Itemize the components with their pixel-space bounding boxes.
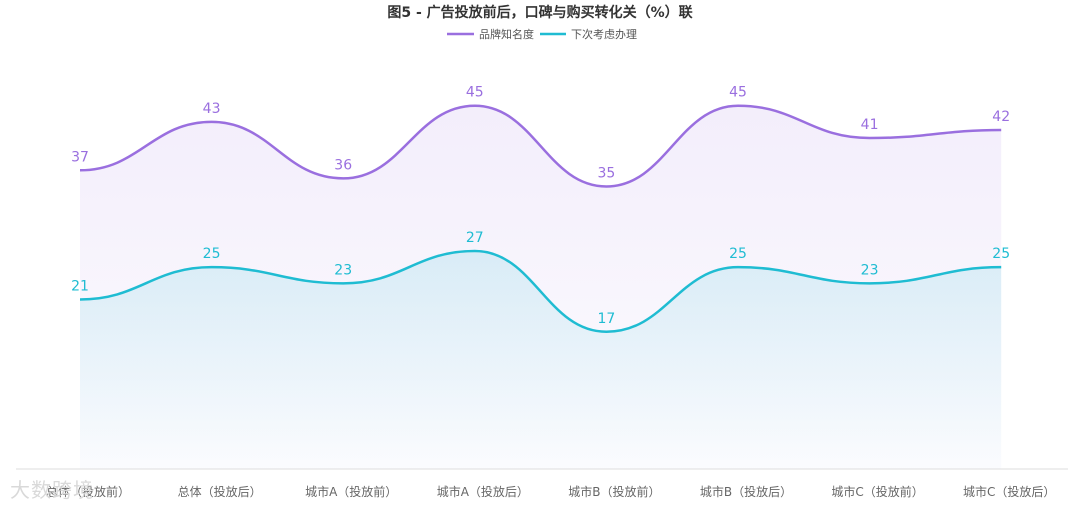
legend-label-0: 品牌知名度 — [479, 27, 534, 41]
data-label-s1-5: 25 — [729, 246, 747, 262]
series-lines — [79, 104, 1002, 334]
watermark-logo: 大数跨境 — [10, 478, 94, 502]
data-label-s0-4: 35 — [597, 165, 615, 181]
data-labels: 37 43 36 45 35 45 41 42 21 25 23 27 17 25 23 25 — [71, 85, 1010, 327]
chart-title: 图5 - 广告投放前后，口碑与购买转化关（%）联 — [387, 4, 693, 21]
data-label-s1-3: 27 — [466, 230, 484, 246]
series-0-line — [79, 104, 1002, 188]
legend-item-0[interactable]: 品牌知名度 — [447, 27, 534, 41]
data-label-s0-2: 36 — [334, 157, 352, 173]
x-tick-label-4: 城市B（投放前） — [568, 484, 660, 499]
data-label-s1-4: 17 — [597, 311, 615, 327]
x-tick-label-5: 城市B（投放后） — [700, 484, 792, 499]
series-1-area — [80, 251, 1002, 469]
data-label-s1-2: 23 — [334, 262, 352, 278]
legend-label-1: 下次考虑办理 — [571, 27, 637, 41]
data-label-s1-6: 23 — [861, 262, 879, 278]
x-tick-label-2: 城市A（投放前） — [305, 484, 397, 499]
data-label-s0-3: 45 — [466, 85, 484, 101]
x-tick-label-6: 城市C（投放前） — [831, 484, 923, 499]
data-label-s1-1: 25 — [203, 246, 221, 262]
data-label-s0-1: 43 — [203, 101, 221, 117]
series-areas — [80, 105, 1002, 470]
x-tick-label-0: 总体（投放前） — [46, 484, 130, 499]
data-label-s0-5: 45 — [729, 85, 747, 101]
data-label-s1-7: 25 — [992, 246, 1010, 262]
x-tick-label-3: 城市A（投放后） — [437, 484, 529, 499]
data-label-s1-0: 21 — [71, 278, 89, 294]
data-label-s0-0: 37 — [71, 149, 89, 165]
legend-item-1[interactable]: 下次考虑办理 — [540, 27, 637, 41]
series-1-line — [79, 249, 1002, 334]
data-label-s0-6: 41 — [861, 117, 879, 133]
x-tick-label-1: 总体（投放后） — [178, 484, 262, 499]
x-tick-label-7: 城市C（投放后） — [963, 484, 1055, 499]
legend[interactable]: 品牌知名度 下次考虑办理 — [447, 27, 637, 41]
data-label-s0-7: 42 — [992, 109, 1010, 125]
x-axis-ticks: 总体（投放前） 总体（投放后） 城市A（投放前） 城市A（投放后） 城市B（投放前） 城市… — [46, 484, 1055, 499]
